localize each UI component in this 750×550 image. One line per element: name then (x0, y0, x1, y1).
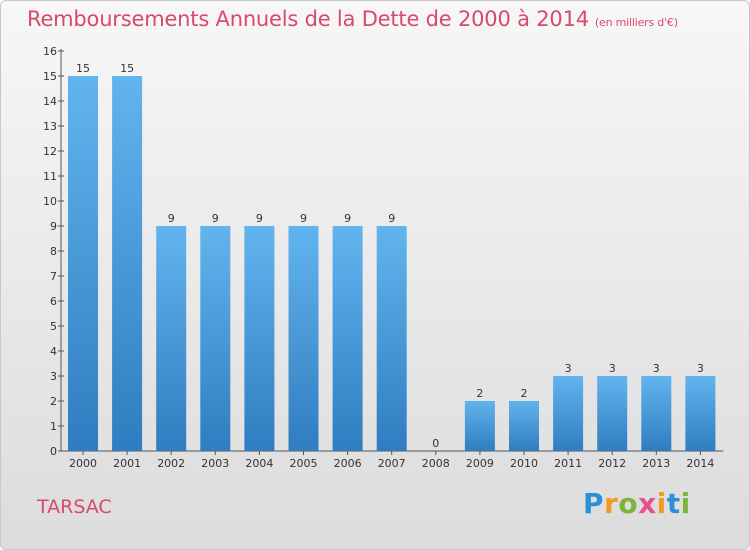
bar (112, 76, 143, 451)
x-tick-label: 2000 (69, 457, 97, 470)
data-label: 9 (388, 212, 395, 225)
logo-letter: t (666, 487, 681, 520)
bar (509, 401, 539, 451)
y-tick-label: 9 (50, 220, 57, 233)
x-tick-label: 2012 (598, 457, 626, 470)
data-label: 9 (256, 212, 263, 225)
bar (597, 376, 628, 451)
y-tick-label: 16 (43, 45, 57, 58)
bar (332, 226, 363, 451)
data-label: 9 (212, 212, 219, 225)
bar (641, 376, 672, 451)
data-label: 2 (521, 387, 528, 400)
x-tick-label: 2013 (642, 457, 670, 470)
bar (464, 401, 495, 451)
x-tick-label: 2003 (201, 457, 229, 470)
x-tick-label: 2014 (686, 457, 714, 470)
y-tick-label: 1 (50, 420, 57, 433)
bar (685, 376, 716, 451)
logo-letter: x (638, 487, 657, 520)
y-tick-label: 11 (43, 170, 57, 183)
bar (156, 226, 187, 451)
bar (553, 376, 584, 451)
data-label: 9 (168, 212, 175, 225)
y-tick-label: 7 (50, 270, 57, 283)
y-tick-label: 0 (50, 445, 57, 458)
logo-letter: i (680, 487, 691, 520)
x-tick-label: 2007 (378, 457, 406, 470)
y-tick-label: 10 (43, 195, 57, 208)
proxiti-logo: Proxiti (583, 487, 691, 520)
x-tick-label: 2002 (157, 457, 185, 470)
y-tick-label: 6 (50, 295, 57, 308)
x-tick-label: 2009 (466, 457, 494, 470)
chart-title-text: Remboursements Annuels de la Dette de 20… (27, 7, 589, 31)
x-tick-label: 2011 (554, 457, 582, 470)
x-tick-label: 2008 (422, 457, 450, 470)
data-label: 15 (76, 62, 90, 75)
data-label: 3 (653, 362, 660, 375)
y-tick-label: 13 (43, 120, 57, 133)
commune-name: TARSAC (37, 496, 112, 518)
bar (244, 226, 275, 451)
data-label: 0 (432, 437, 439, 450)
chart-title: Remboursements Annuels de la Dette de 20… (27, 7, 678, 31)
y-tick-label: 14 (43, 95, 57, 108)
data-label: 15 (120, 62, 134, 75)
logo-letter: r (604, 487, 619, 520)
data-label: 3 (609, 362, 616, 375)
x-tick-label: 2006 (334, 457, 362, 470)
y-tick-label: 5 (50, 320, 57, 333)
logo-letter: P (583, 487, 605, 520)
y-tick-label: 4 (50, 345, 57, 358)
data-label: 9 (300, 212, 307, 225)
data-label: 3 (697, 362, 704, 375)
data-label: 3 (565, 362, 572, 375)
data-label: 9 (344, 212, 351, 225)
x-tick-label: 2004 (245, 457, 273, 470)
bar (288, 226, 319, 451)
x-tick-label: 2010 (510, 457, 538, 470)
data-label: 2 (476, 387, 483, 400)
bar (376, 226, 407, 451)
logo-letter: o (618, 487, 639, 520)
bar (68, 76, 98, 451)
chart-unit: (en milliers d'€) (594, 16, 678, 29)
bar (200, 226, 231, 451)
logo-letter: i (656, 487, 667, 520)
y-tick-label: 8 (50, 245, 57, 258)
y-tick-label: 15 (43, 70, 57, 83)
y-tick-label: 12 (43, 145, 57, 158)
x-tick-label: 2001 (113, 457, 141, 470)
y-tick-label: 2 (50, 395, 57, 408)
x-tick-label: 2005 (290, 457, 318, 470)
y-tick-label: 3 (50, 370, 57, 383)
